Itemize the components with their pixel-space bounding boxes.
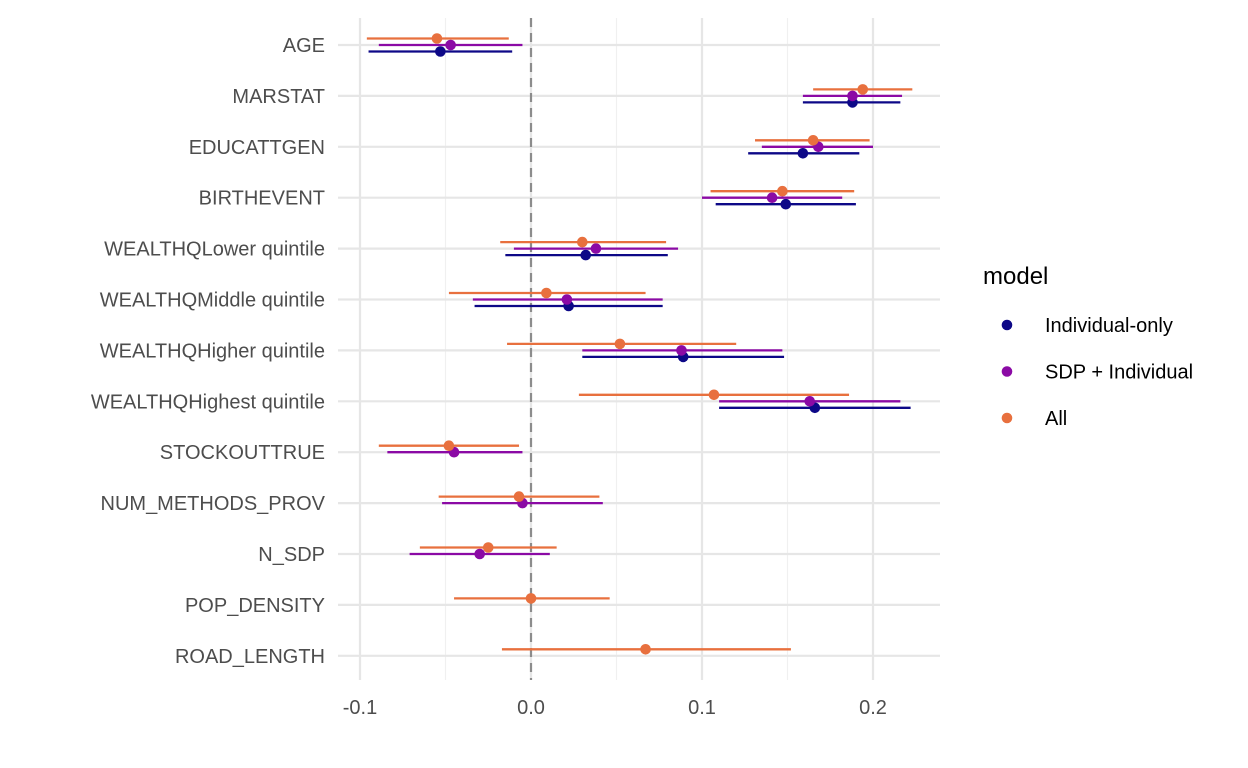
legend-key [1001,366,1013,377]
estimate-point [445,39,456,51]
y-tick-label: NUM_METHODS_PROV [101,493,326,515]
y-tick-label: POP_DENSITY [185,595,325,617]
legend-key [1001,412,1013,424]
estimate-point [525,593,537,604]
estimate-point [435,46,446,57]
legend-key [1001,319,1013,331]
estimate-point [777,185,788,197]
coefficient-marks [366,33,913,655]
x-axis-tick-labels: -0.1 0.0 0.1 0.2 [343,697,887,719]
estimate-point [431,33,443,44]
y-tick-label: WEALTHQMiddle quintile [100,290,325,312]
estimate-point [443,440,455,452]
estimate-point [766,192,778,203]
y-tick-label: WEALTHQHighest quintile [91,391,325,413]
y-tick-label: N_SDP [258,544,325,566]
estimate-point [676,345,687,356]
y-tick-label: EDUCATTGEN [189,137,325,159]
estimate-point [561,294,573,305]
estimate-point [807,135,819,146]
estimate-point [640,644,651,655]
estimate-point [541,287,552,299]
estimate-point [580,249,592,261]
estimate-point [482,542,494,553]
y-tick-label: BIRTHEVENT [199,188,325,210]
estimate-point [614,338,626,350]
estimate-point [847,90,858,102]
y-tick-label: WEALTHQLower quintile [104,239,325,261]
minor-gridlines [444,18,789,680]
estimate-point [857,84,869,95]
legend-label: SDP + Individual [1045,362,1193,384]
y-tick-label: AGE [283,35,325,57]
estimate-point [590,243,602,254]
x-tick-label: -0.1 [343,697,377,719]
estimate-point [797,148,809,159]
legend: model Individual-only SDP + Individual All [983,263,1193,430]
y-tick-label: MARSTAT [232,86,325,108]
y-tick-label: STOCKOUTTRUE [160,442,325,464]
x-tick-label: 0.2 [859,697,887,719]
legend-label: Individual-only [1045,315,1173,337]
estimate-point [780,198,792,210]
estimate-point [708,389,720,401]
legend-label: All [1045,408,1067,430]
major-gridlines [338,18,940,680]
x-tick-label: 0.0 [517,697,545,719]
estimate-point [804,396,816,407]
estimate-point [513,491,525,502]
x-tick-label: 0.1 [688,697,716,719]
y-tick-label: WEALTHQHigher quintile [100,340,325,362]
y-tick-label: ROAD_LENGTH [175,646,325,668]
legend-title: model [983,263,1048,290]
estimate-point [577,236,588,248]
y-axis-tick-labels: AGE MARSTAT EDUCATTGEN BIRTHEVENT WEALTHQLow… [91,35,326,668]
estimate-point [474,548,486,560]
